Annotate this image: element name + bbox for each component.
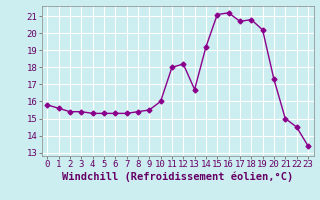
X-axis label: Windchill (Refroidissement éolien,°C): Windchill (Refroidissement éolien,°C) bbox=[62, 172, 293, 182]
